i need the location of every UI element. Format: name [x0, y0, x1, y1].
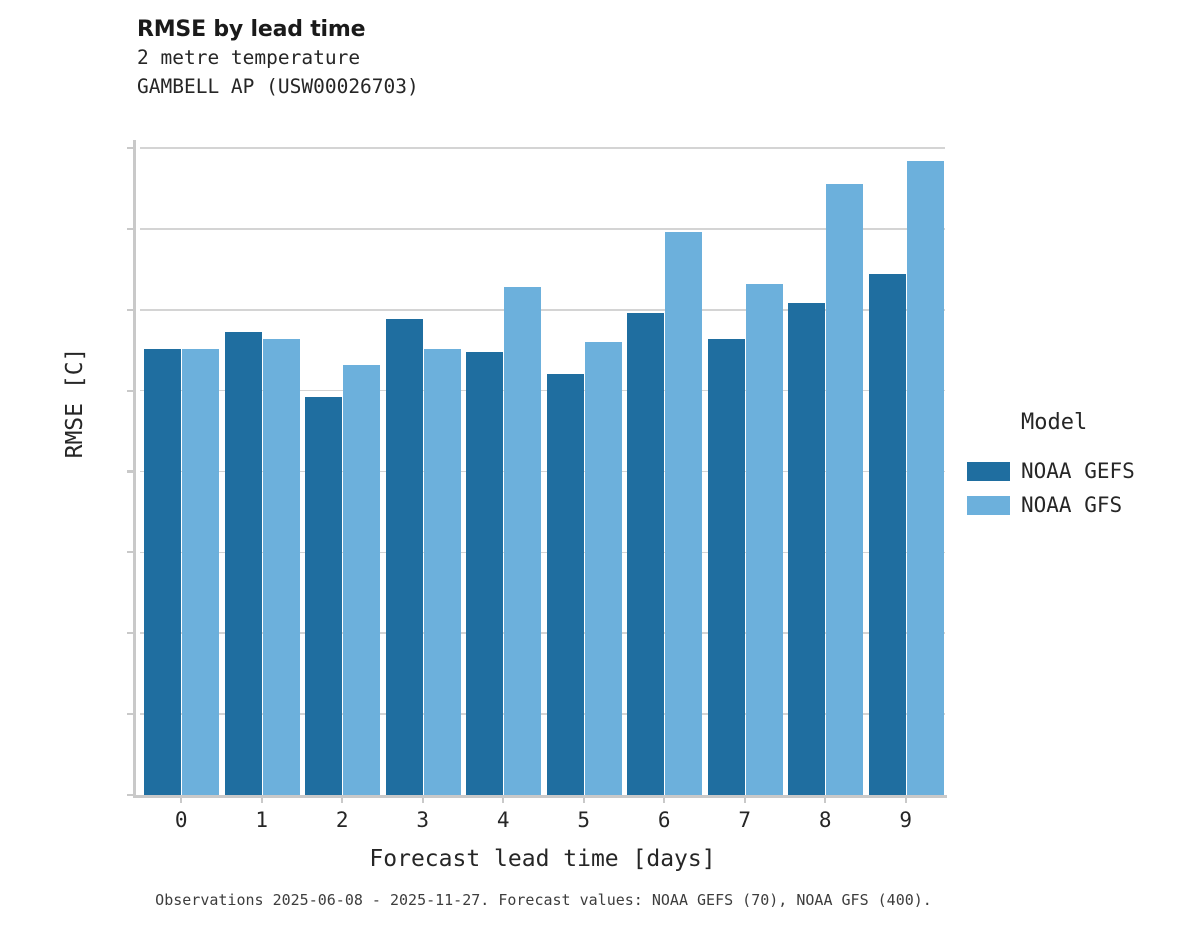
legend-label: NOAA GFS	[1021, 492, 1123, 517]
y-tick-mark	[127, 389, 133, 392]
x-tick-label: 1	[255, 808, 269, 832]
bar-group	[385, 148, 461, 795]
x-tick-mark	[582, 797, 585, 803]
bar-group	[868, 148, 944, 795]
x-tick-mark	[260, 797, 263, 803]
bar-noaa-gfs-lead-6[interactable]	[665, 232, 703, 795]
x-tick-label: 4	[496, 808, 510, 832]
gridline	[140, 470, 945, 473]
caption: Observations 2025-06-08 - 2025-11-27. Fo…	[155, 891, 932, 909]
gridline	[140, 632, 945, 635]
bar-noaa-gefs-lead-7[interactable]	[707, 338, 745, 795]
bar-group	[788, 148, 864, 795]
x-tick-label: 9	[899, 808, 913, 832]
bar-noaa-gfs-lead-0[interactable]	[182, 348, 220, 795]
bar-noaa-gfs-lead-4[interactable]	[504, 287, 542, 795]
gridline	[140, 389, 945, 392]
bar-noaa-gefs-lead-4[interactable]	[466, 351, 504, 795]
legend-item[interactable]: NOAA GFS	[967, 488, 1135, 522]
legend-label: NOAA GEFS	[1021, 458, 1135, 483]
x-tick-mark	[341, 797, 344, 803]
x-tick-mark	[743, 797, 746, 803]
x-tick-mark	[421, 797, 424, 803]
x-tick-mark	[824, 797, 827, 803]
y-tick-mark	[127, 470, 133, 473]
bar-group	[546, 148, 622, 795]
bar-noaa-gefs-lead-8[interactable]	[788, 303, 826, 795]
bar-noaa-gefs-lead-6[interactable]	[627, 313, 665, 795]
x-tick-mark	[904, 797, 907, 803]
chart-subtitle-variable: 2 metre temperature	[137, 46, 361, 69]
y-tick-mark	[127, 308, 133, 311]
bar-group	[627, 148, 703, 795]
x-tick-label: 5	[577, 808, 591, 832]
legend-swatch	[967, 495, 1010, 515]
y-axis-title: RMSE [C]	[62, 347, 88, 459]
bar-noaa-gefs-lead-3[interactable]	[385, 319, 423, 795]
legend-swatch	[967, 461, 1010, 481]
y-axis-spine	[133, 140, 136, 798]
x-tick-mark	[502, 797, 505, 803]
bar-noaa-gefs-lead-9[interactable]	[868, 274, 906, 795]
gridline	[140, 147, 945, 149]
chart-subtitle-station: GAMBELL AP (USW00026703)	[137, 74, 419, 98]
bar-noaa-gfs-lead-9[interactable]	[906, 160, 944, 795]
bar-noaa-gfs-lead-2[interactable]	[343, 364, 381, 795]
bar-group	[466, 148, 542, 795]
bar-noaa-gfs-lead-1[interactable]	[262, 338, 300, 795]
bar-noaa-gefs-lead-2[interactable]	[305, 397, 343, 795]
plot-area	[140, 147, 945, 795]
x-tick-label: 3	[416, 808, 430, 832]
legend: Model NOAA GEFS NOAA GFS	[967, 412, 1135, 522]
gridline	[140, 713, 945, 715]
bar-noaa-gfs-lead-5[interactable]	[584, 342, 622, 795]
y-tick-mark	[127, 146, 133, 150]
bar-noaa-gefs-lead-0[interactable]	[144, 348, 182, 795]
gridline	[140, 228, 945, 230]
x-tick-label: 2	[335, 808, 349, 832]
y-tick-mark	[127, 551, 133, 554]
y-tick-mark	[127, 793, 133, 797]
bar-group	[707, 148, 783, 795]
y-tick-mark	[127, 632, 133, 635]
x-axis-spine	[133, 795, 947, 798]
x-tick-label: 0	[174, 808, 188, 832]
bar-group	[224, 148, 300, 795]
legend-item[interactable]: NOAA GEFS	[967, 454, 1135, 488]
x-tick-mark	[180, 797, 183, 803]
gridline	[140, 551, 945, 554]
bar-noaa-gfs-lead-7[interactable]	[745, 283, 783, 795]
y-tick-mark	[127, 713, 133, 716]
x-tick-label: 8	[818, 808, 832, 832]
y-tick-mark	[127, 227, 133, 230]
chart-header: RMSE by lead time 2 metre temperature GA…	[137, 16, 419, 101]
bar-group	[144, 148, 220, 795]
bar-noaa-gefs-lead-5[interactable]	[546, 374, 584, 795]
bar-noaa-gfs-lead-8[interactable]	[826, 183, 864, 795]
x-tick-mark	[663, 797, 666, 803]
bar-group	[305, 148, 381, 795]
gridline	[140, 308, 945, 311]
legend-entries: NOAA GEFS NOAA GFS	[967, 454, 1135, 522]
page-title: RMSE by lead time	[137, 17, 366, 42]
x-axis-title: Forecast lead time [days]	[369, 846, 716, 872]
bar-noaa-gefs-lead-1[interactable]	[224, 332, 262, 795]
bar-noaa-gfs-lead-3[interactable]	[423, 348, 461, 795]
x-tick-label: 7	[738, 808, 752, 832]
legend-title: Model	[1021, 410, 1088, 435]
x-tick-label: 6	[657, 808, 671, 832]
